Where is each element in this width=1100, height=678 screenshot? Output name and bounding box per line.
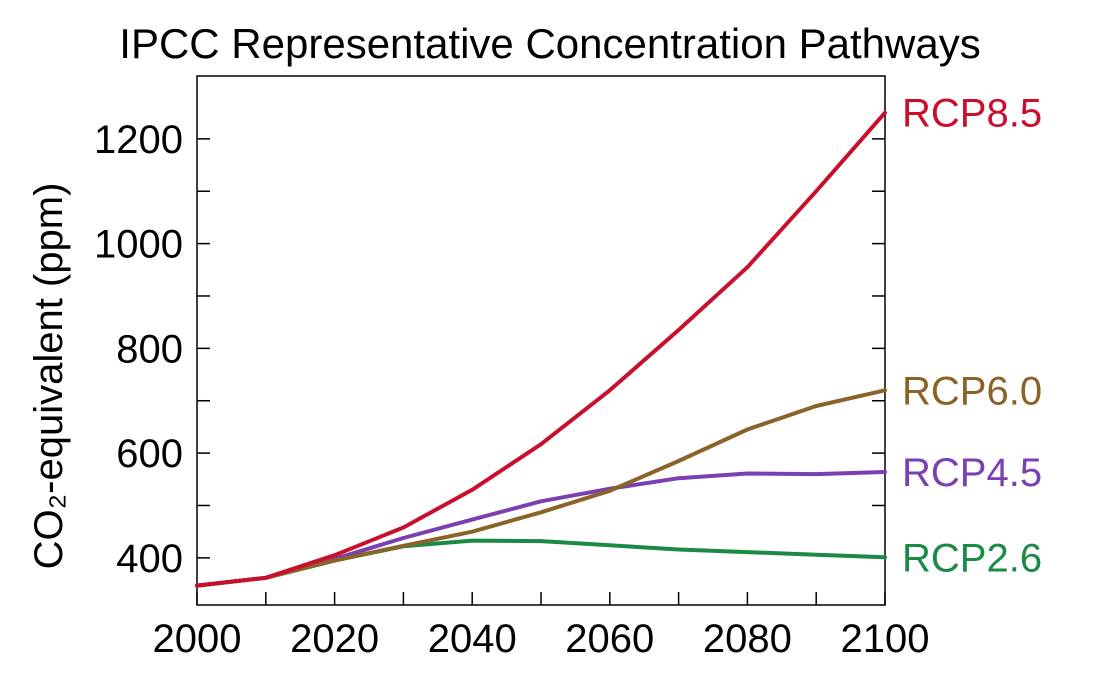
- x-tick-label: 2040: [428, 617, 517, 661]
- x-tick-label: 2000: [153, 617, 242, 661]
- x-tick-label: 2100: [841, 617, 930, 661]
- y-tick-label: 1200: [94, 118, 183, 162]
- series-lines: [195, 110, 887, 588]
- series-label-rcp2-6: RCP2.6: [902, 536, 1042, 580]
- series-label-rcp8-5: RCP8.5: [902, 92, 1042, 136]
- x-tick-label: 2080: [703, 617, 792, 661]
- y-tick-label: 600: [116, 432, 183, 476]
- plot-frame: [196, 75, 886, 606]
- axis-ticks: 2000 2020 2040 2060 2080 2100 400 600 800 1000 120…: [94, 118, 929, 661]
- x-tick-label: 2020: [290, 617, 379, 661]
- plot-area-border: [196, 75, 886, 606]
- series-labels: RCP8.5 RCP6.0 RCP4.5 RCP2.6: [902, 92, 1042, 581]
- chart-title: IPCC Representative Concentration Pathwa…: [119, 20, 980, 67]
- series-label-rcp6-0: RCP6.0: [902, 369, 1042, 413]
- y-tick-label: 400: [116, 537, 183, 581]
- x-tick-label: 2060: [565, 617, 654, 661]
- y-axis-label: CO₂-equivalent (ppm): [27, 183, 71, 570]
- y-tick-label: 800: [116, 327, 183, 371]
- series-line-rcp2-6: [195, 538, 887, 588]
- series-line-rcp6-0: [195, 388, 887, 588]
- series-label-rcp4-5: RCP4.5: [902, 451, 1042, 495]
- y-tick-label: 1000: [94, 223, 183, 267]
- series-line-rcp8-5: [195, 110, 887, 588]
